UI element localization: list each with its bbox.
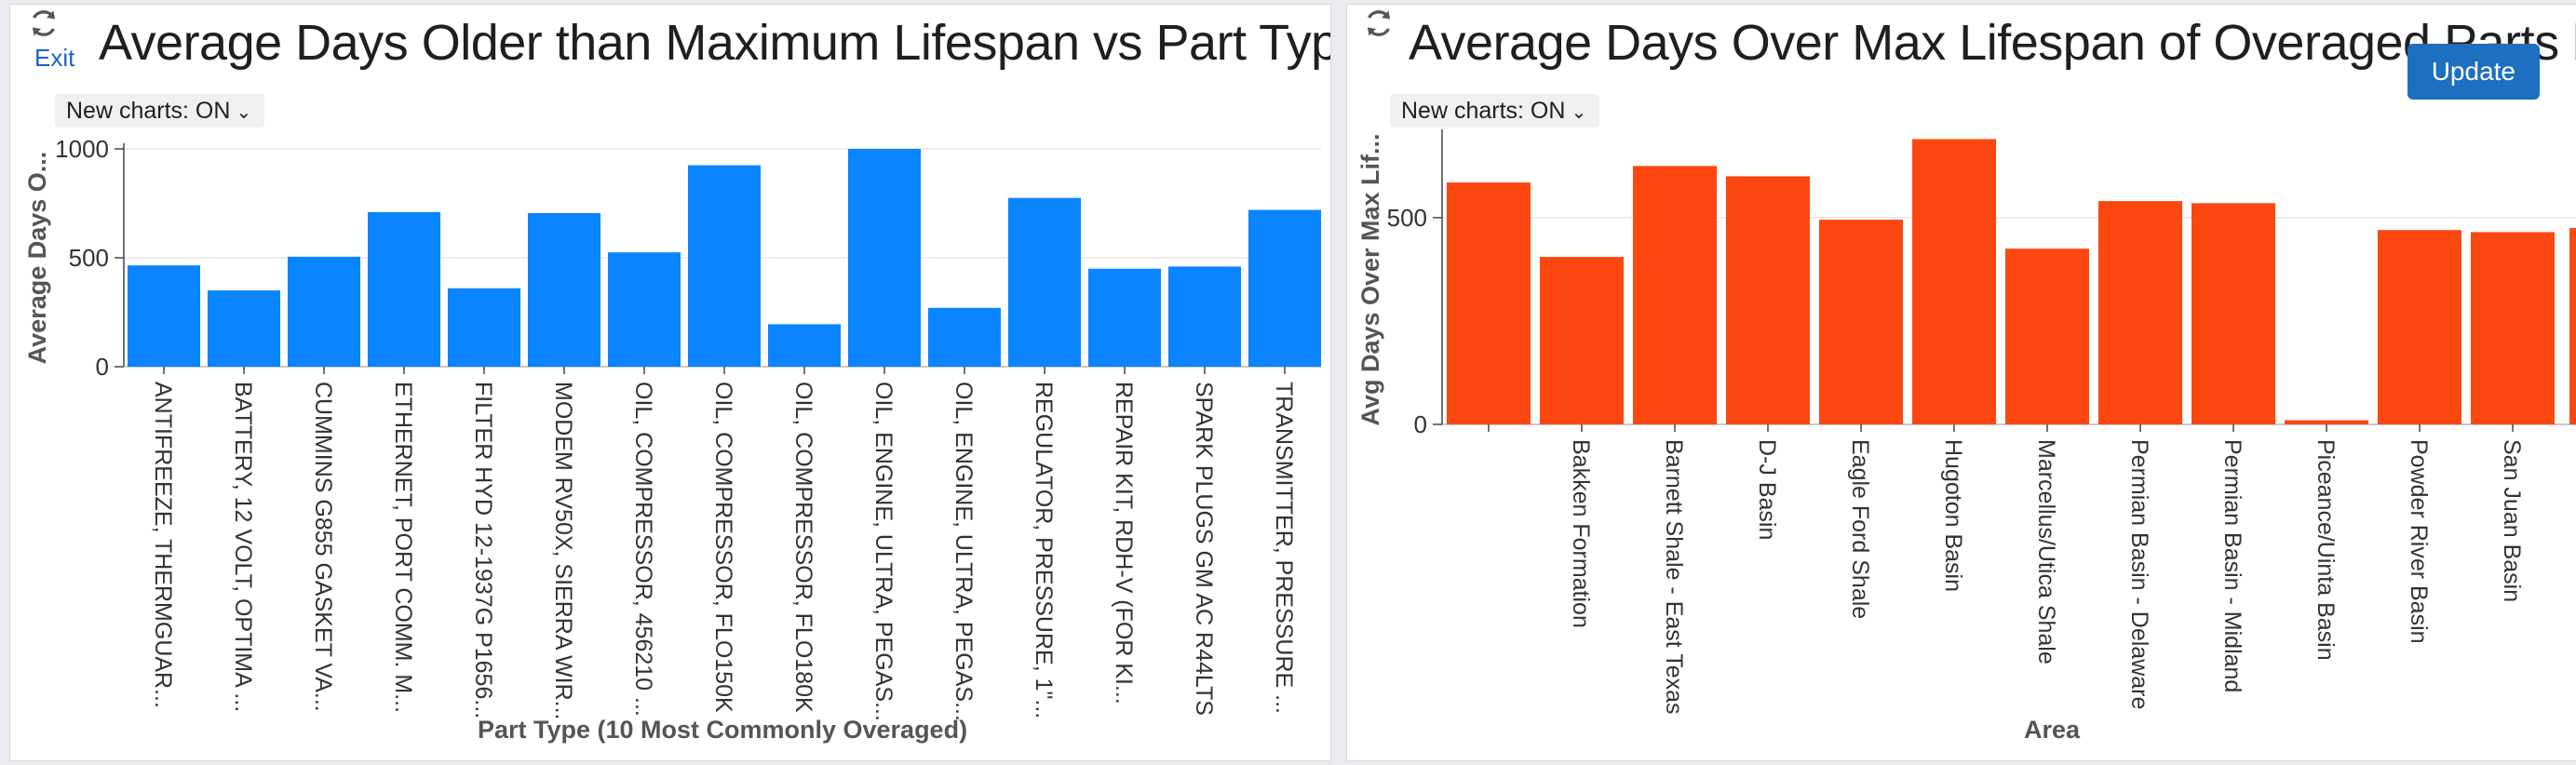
right-x-tick-label: Powder River Basin xyxy=(2406,439,2432,644)
chevron-down-icon: ⌄ xyxy=(1571,102,1587,123)
left-bar[interactable] xyxy=(1008,197,1081,367)
right-x-tick-label: Permian Basin - Delaware xyxy=(2126,439,2152,709)
right-x-tick-label: San Juan Basin xyxy=(2499,439,2525,602)
left-bar[interactable] xyxy=(448,288,520,367)
left-y-axis-title: Average Days O... xyxy=(23,152,51,365)
right-chart-panel: Average Days Over Max Lifespan of Overag… xyxy=(1346,4,2576,761)
right-bar[interactable] xyxy=(1633,166,1717,425)
left-x-tick-label: TRANSMITTER, PRESSURE ... xyxy=(1271,382,1297,714)
refresh-icon[interactable] xyxy=(1362,7,1396,40)
refresh-icon[interactable] xyxy=(27,7,61,40)
exit-link[interactable]: Exit xyxy=(34,44,75,72)
left-bar[interactable] xyxy=(608,252,681,367)
left-y-tick-label: 500 xyxy=(69,244,109,272)
left-bar[interactable] xyxy=(928,307,1001,367)
right-bar[interactable] xyxy=(2005,248,2089,424)
left-bar[interactable] xyxy=(208,290,280,367)
left-bar[interactable] xyxy=(688,165,761,367)
left-x-tick-label: SPARK PLUGS GM AC R44LTS xyxy=(1191,382,1217,716)
left-x-tick-label: OIL, COMPRESSOR, FLO150K xyxy=(710,382,736,713)
new-charts-toggle-right[interactable]: New charts: ON ⌄ xyxy=(1390,94,1600,128)
left-bar[interactable] xyxy=(128,265,200,367)
right-bar[interactable] xyxy=(2285,420,2368,424)
left-bar[interactable] xyxy=(368,211,440,367)
right-x-tick-label: Eagle Ford Shale xyxy=(1847,439,1873,619)
right-y-tick-label: 500 xyxy=(1387,204,1427,232)
left-panel-title: Average Days Older than Maximum Lifespan… xyxy=(99,15,1331,71)
right-x-tick-label: Barnett Shale - East Texas xyxy=(1661,439,1687,715)
right-panel-title: Average Days Over Max Lifespan of Overag… xyxy=(1409,15,2576,71)
right-x-tick-label: Permian Basin - Midland xyxy=(2219,439,2246,692)
left-x-tick-label: ETHERNET, PORT COMM. M... xyxy=(390,382,416,713)
chevron-down-icon: ⌄ xyxy=(236,102,252,123)
right-bar[interactable] xyxy=(1912,139,1996,424)
left-bar[interactable] xyxy=(528,213,600,367)
left-x-tick-label: MODEM RV50X, SIERRA WIR... xyxy=(550,382,576,720)
new-charts-toggle-left[interactable]: New charts: ON ⌄ xyxy=(55,94,265,128)
left-bar[interactable] xyxy=(768,324,841,367)
left-x-tick-label: OIL, ENGINE, ULTRA, PEGAS... xyxy=(870,382,897,721)
right-bar[interactable] xyxy=(1819,220,1903,424)
right-bar[interactable] xyxy=(2098,201,2182,424)
right-bar-partial[interactable] xyxy=(2569,228,2576,424)
left-x-axis-title: Part Type (10 Most Commonly Overaged) xyxy=(478,716,967,744)
left-x-tick-label: REPAIR KIT, RDH-V (FOR KI... xyxy=(1111,382,1137,705)
left-x-tick-label: BATTERY, 12 VOLT, OPTIMA ... xyxy=(230,382,256,712)
right-x-tick-label: Piceance/Uinta Basin xyxy=(2313,439,2339,661)
left-bar[interactable] xyxy=(848,149,921,367)
right-x-axis-title: Area xyxy=(2024,716,2081,744)
toggle-label: New charts: ON xyxy=(1401,98,1566,124)
left-chart-panel: Exit Average Days Older than Maximum Lif… xyxy=(9,4,1331,761)
right-bar-chart: 0 500 Bakken Formation Barnett Shale - East… xyxy=(1356,129,2576,744)
left-x-tick-label: CUMMINS G855 GASKET VA... xyxy=(310,382,336,712)
right-bar[interactable] xyxy=(1540,257,1624,424)
right-bar[interactable] xyxy=(1726,176,1810,424)
left-bar[interactable] xyxy=(1248,209,1321,367)
left-bar[interactable] xyxy=(1088,268,1161,367)
right-bar[interactable] xyxy=(2192,203,2275,424)
left-bar[interactable] xyxy=(1168,266,1241,367)
right-bar[interactable] xyxy=(1447,182,1531,425)
left-x-tick-label: FILTER HYD 12-1937G P1656... xyxy=(470,382,496,718)
left-y-tick-label: 0 xyxy=(96,353,109,381)
update-button[interactable]: Update xyxy=(2407,44,2540,100)
right-x-tick-label: Bakken Formation xyxy=(1568,439,1594,628)
left-x-tick-label: ANTIFREEZE, THERMGUAR... xyxy=(150,382,176,708)
left-x-tick-label: OIL, COMPRESSOR, 456210 ... xyxy=(630,382,656,717)
right-y-axis-title: Avg Days Over Max Lif... xyxy=(1356,133,1384,425)
left-x-tick-label: OIL, ENGINE, ULTRA, PEGAS... xyxy=(951,382,977,721)
toggle-label: New charts: ON xyxy=(66,98,231,124)
left-x-tick-label: REGULATOR, PRESSURE, 1"... xyxy=(1031,382,1057,718)
left-bar-chart: 0 500 1000 ANTIFREEZE, THERMGUAR... BATTERY,… xyxy=(23,135,1321,744)
right-bar[interactable] xyxy=(2378,230,2461,424)
right-bar[interactable] xyxy=(2471,232,2555,424)
left-y-tick-label: 1000 xyxy=(55,135,109,163)
left-x-tick-label: OIL, COMPRESSOR, FLO180K xyxy=(790,382,816,713)
left-bar[interactable] xyxy=(288,256,360,367)
right-x-tick-label: D-J Basin xyxy=(1754,439,1780,540)
right-x-tick-label: Marcellus/Utica Shale xyxy=(2033,439,2059,664)
right-y-tick-label: 0 xyxy=(1414,410,1427,438)
right-x-tick-label: Hugoton Basin xyxy=(1940,439,1966,592)
